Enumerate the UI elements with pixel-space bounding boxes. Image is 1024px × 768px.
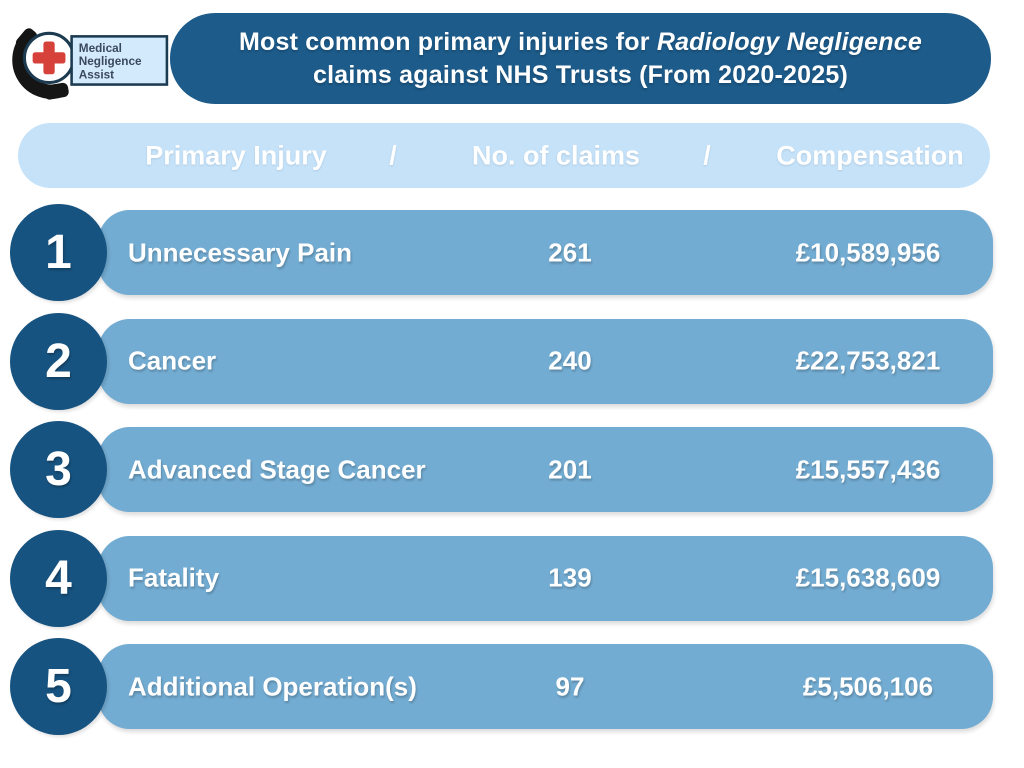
row-bar: Advanced Stage Cancer 201 £15,557,436	[98, 427, 993, 512]
rank-badge: 3	[10, 421, 107, 518]
injury-label: Advanced Stage Cancer	[128, 454, 426, 484]
title-line1-regular: Most common primary injuries for	[239, 27, 657, 56]
red-cross-icon	[32, 41, 66, 75]
injury-label: Fatality	[128, 562, 220, 593]
phone-handset-icon	[12, 28, 69, 100]
row-bar: Cancer 240 £22,753,821	[98, 318, 993, 404]
rank-badge: 2	[10, 312, 107, 410]
injury-label: Additional Operation(s)	[128, 671, 417, 701]
rank-number: 5	[45, 660, 72, 713]
rank-number: 2	[45, 334, 72, 388]
table-row: Cancer 240 £22,753,821 2	[0, 312, 1024, 411]
table-row: Fatality 139 £15,638,609 4	[0, 529, 1024, 628]
compensation-value: £15,557,436	[795, 454, 941, 484]
claims-value: 201	[548, 454, 592, 484]
injury-label: Unnecessary Pain	[128, 237, 353, 267]
page-title: Most common primary injuries for Radiolo…	[239, 26, 922, 92]
claims-value: 240	[548, 345, 592, 376]
logo-text-line2: Negligence	[79, 55, 142, 68]
title-line1-italic: Radiology Negligence	[656, 27, 922, 56]
column-header-no-of-claims: No. of claims	[471, 140, 641, 170]
column-header-compensation: Compensation	[776, 140, 964, 170]
rank-number: 4	[45, 551, 72, 605]
medical-negligence-assist-logo: Medical Negligence Assist	[6, 20, 170, 104]
compensation-value: £5,506,106	[802, 671, 934, 701]
row-bar: Fatality 139 £15,638,609	[98, 535, 993, 621]
title-banner: Most common primary injuries for Radiolo…	[170, 13, 991, 104]
logo-text-line3: Assist	[79, 68, 114, 81]
compensation-value: £22,753,821	[795, 345, 941, 376]
claims-value: 261	[548, 237, 592, 267]
rank-badge: 4	[10, 529, 107, 627]
row-bar: Additional Operation(s) 97 £5,506,106	[98, 644, 993, 729]
column-separator: /	[703, 140, 711, 170]
column-header-primary-injury: Primary Injury	[145, 140, 327, 170]
table-row: Additional Operation(s) 97 £5,506,106 5	[0, 638, 1024, 736]
rank-badge: 1	[10, 204, 107, 301]
rank-number: 3	[45, 443, 72, 496]
table-row: Unnecessary Pain 261 £10,589,956 1	[0, 204, 1024, 302]
compensation-value: £15,638,609	[795, 562, 941, 593]
logo-label-box	[70, 35, 169, 86]
claims-value: 139	[548, 562, 592, 593]
rank-badge: 5	[10, 638, 107, 735]
logo-graphic: Medical Negligence Assist	[12, 28, 169, 100]
injury-label: Cancer	[128, 345, 217, 376]
claims-value: 97	[555, 671, 585, 701]
row-bar: Unnecessary Pain 261 £10,589,956	[98, 210, 993, 295]
table-row: Advanced Stage Cancer 201 £15,557,436 3	[0, 421, 1024, 519]
rank-number: 1	[45, 226, 72, 279]
column-header-band: Primary Injury / No. of claims / Compens…	[18, 123, 990, 188]
title-line2: claims against NHS Trusts (From 2020-202…	[313, 60, 848, 89]
compensation-value: £10,589,956	[795, 237, 941, 267]
column-separator: /	[389, 140, 397, 170]
logo-text-line1: Medical	[79, 42, 122, 55]
